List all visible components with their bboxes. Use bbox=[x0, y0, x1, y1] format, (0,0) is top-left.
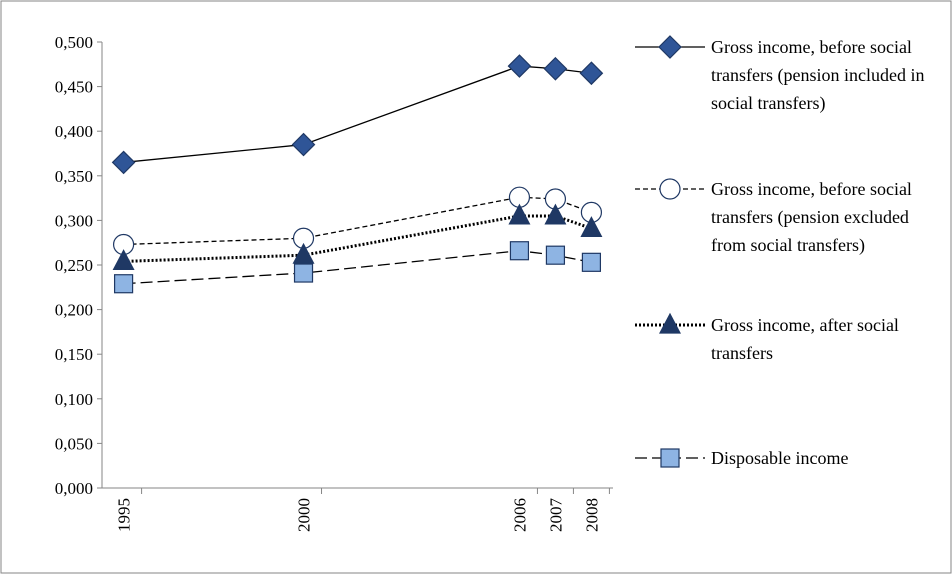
y-tick-label: 0,100 bbox=[55, 390, 93, 409]
x-tick-label: 2000 bbox=[295, 498, 314, 532]
legend-label: Gross income, before social transfers (p… bbox=[711, 179, 912, 255]
legend-marker bbox=[660, 448, 680, 468]
y-tick-label: 0,500 bbox=[55, 33, 93, 52]
data-point bbox=[113, 274, 134, 294]
x-tick-label: 2008 bbox=[582, 498, 601, 532]
legend-marker bbox=[658, 35, 682, 59]
data-point bbox=[579, 61, 604, 86]
legend-marker bbox=[659, 178, 681, 200]
y-tick-label: 0,300 bbox=[55, 211, 93, 230]
legend-label: Gross income, before social transfers (p… bbox=[711, 37, 925, 113]
y-tick-label: 0,450 bbox=[55, 78, 93, 97]
data-point bbox=[291, 132, 316, 157]
y-tick-label: 0,200 bbox=[55, 301, 93, 320]
data-point bbox=[543, 56, 568, 81]
data-point bbox=[111, 150, 136, 175]
x-tick-label: 2007 bbox=[546, 498, 565, 533]
data-point bbox=[508, 203, 531, 225]
y-tick-label: 0,400 bbox=[55, 122, 93, 141]
y-tick-label: 0,250 bbox=[55, 256, 93, 275]
data-point bbox=[509, 241, 530, 261]
data-point bbox=[544, 203, 567, 225]
data-point bbox=[293, 263, 314, 283]
series-line bbox=[123, 214, 592, 263]
x-tick-label: 1995 bbox=[115, 498, 134, 532]
legend-label: Disposable income bbox=[711, 448, 849, 468]
legend-label: Gross income, after social transfers bbox=[711, 315, 899, 363]
data-point bbox=[545, 245, 566, 265]
data-point bbox=[580, 216, 603, 238]
series-line bbox=[123, 196, 592, 246]
y-tick-label: 0,050 bbox=[55, 434, 93, 453]
data-point bbox=[112, 249, 135, 271]
data-point bbox=[507, 54, 532, 78]
data-point bbox=[292, 242, 315, 264]
y-tick-label: 0,150 bbox=[55, 345, 93, 364]
data-point bbox=[581, 252, 602, 272]
y-tick-label: 0,000 bbox=[55, 479, 93, 498]
y-tick-label: 0,350 bbox=[55, 167, 93, 186]
x-tick-label: 2006 bbox=[510, 498, 529, 532]
legend-marker bbox=[659, 312, 681, 334]
